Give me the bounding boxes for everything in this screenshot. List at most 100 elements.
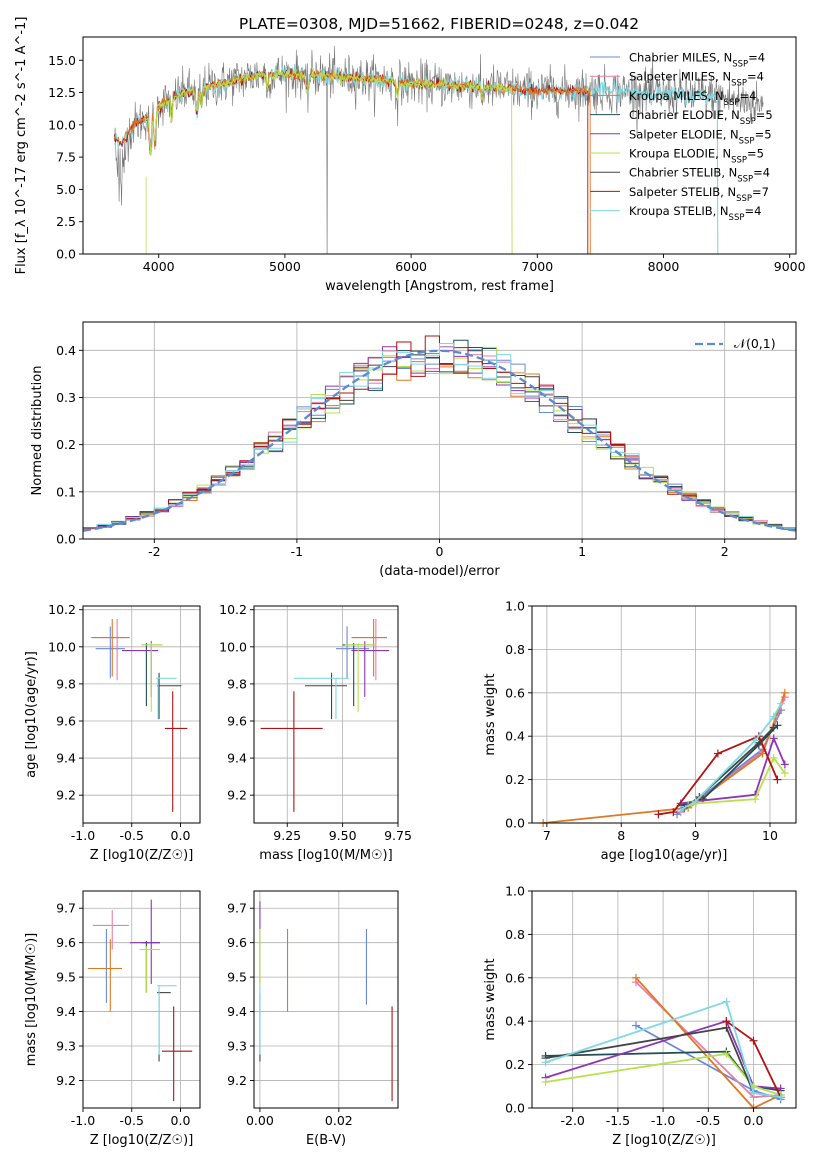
errorbar-chabrier-miles — [335, 626, 370, 679]
y-tick-label: 10.2 — [219, 602, 247, 617]
x-tick-label: 4000 — [143, 259, 175, 274]
y-tick-label: 9.2 — [56, 1073, 76, 1088]
axes-frame — [82, 890, 201, 1109]
y-tick-label: 9.3 — [227, 1039, 247, 1054]
x-axis-label: E(B-V) — [306, 1133, 346, 1148]
y-axis-label: mass weight — [483, 958, 498, 1040]
series-line — [683, 726, 775, 809]
y-axis-label: mass [log10(M/M☉)] — [24, 933, 39, 1066]
errorbar-salpeter-stelib — [161, 1006, 193, 1102]
y-tick-label: 10.0 — [48, 639, 76, 654]
y-tick-label: 0.6 — [505, 685, 525, 700]
y-tick-label: 0.3 — [56, 390, 76, 405]
legend-nssp: =4 — [739, 89, 756, 103]
histogram-group — [83, 335, 796, 533]
x-tick-label: 0.0 — [171, 828, 191, 843]
y-tick-label: 0.2 — [505, 1057, 525, 1072]
y-tick-label: 0.0 — [505, 1101, 525, 1116]
y-axis-label: Normed distribution — [30, 366, 45, 496]
errorbar-salpeter-elodie — [129, 899, 160, 984]
y-tick-label: 0.0 — [505, 816, 525, 831]
legend-nssp: =5 — [755, 127, 772, 141]
y-tick-label: 9.4 — [227, 1004, 247, 1019]
x-tick-label: 9000 — [774, 259, 806, 274]
series-line — [543, 692, 786, 824]
data-spectrum — [114, 45, 764, 254]
y-axis-label: Flux [f_λ 10^-17 erg cm^-2 s^-1 A^-1] — [14, 17, 29, 275]
x-tick-label: 5000 — [269, 259, 301, 274]
y-tick-label: 9.5 — [227, 970, 247, 985]
x-tick-label: 9.25 — [273, 828, 301, 843]
legend-sub: SSP — [729, 213, 745, 223]
x-tick-label: -0.5 — [120, 1113, 144, 1128]
y-tick-label: 9.2 — [227, 1073, 247, 1088]
y-tick-label: 9.7 — [56, 901, 76, 916]
x-tick-label: 6000 — [395, 259, 427, 274]
axes-frame — [82, 36, 797, 255]
y-tick-label: 0.2 — [505, 772, 525, 787]
errorbar-kroupa-stelib — [293, 677, 350, 720]
x-tick-label: 0.0 — [744, 1113, 764, 1128]
y-tick-label: 9.6 — [227, 935, 247, 950]
errorbar-salpeter-stelib — [164, 691, 188, 812]
y-tick-label: 0.8 — [505, 927, 525, 942]
legend-nssp: =4 — [747, 70, 764, 84]
legend-sub: SSP — [736, 194, 752, 204]
series-kroupa-stelib — [676, 699, 786, 814]
legend-nssp: =7 — [752, 185, 769, 199]
y-tick-label: 0.2 — [56, 437, 76, 452]
x-tick-label: 0.02 — [325, 1113, 353, 1128]
model-line-kroupa-elodie — [143, 68, 513, 254]
errorbar-kroupa-elodie — [141, 643, 163, 712]
axes-frame — [531, 890, 797, 1109]
legend-sub: SSP — [739, 136, 755, 146]
x-tick-label: 0 — [436, 544, 444, 559]
y-tick-label: 1.0 — [505, 884, 525, 899]
axes-frame — [531, 605, 797, 824]
errorbar-chabrier-miles — [95, 626, 125, 679]
x-tick-label: -0.5 — [120, 828, 144, 843]
y-tick-label: 9.5 — [56, 970, 76, 985]
y-tick-label: 0.8 — [505, 642, 525, 657]
y-tick-label: 0.4 — [56, 343, 76, 358]
errorbar-kroupa-miles — [92, 618, 130, 677]
x-tick-label: 10 — [762, 828, 778, 843]
axes-frame — [253, 890, 399, 1109]
x-tick-label: 7 — [543, 828, 551, 843]
x-tick-label: 9.75 — [384, 828, 412, 843]
axes-frame — [82, 605, 201, 824]
figure-title: PLATE=0308, MJD=51662, FIBERID=0248, z=0… — [239, 15, 639, 33]
y-tick-label: 10.0 — [48, 117, 76, 132]
y-tick-label: 5.0 — [56, 182, 76, 197]
y-tick-label: 9.8 — [56, 676, 76, 691]
x-axis-label: age [log10(age/yr)] — [601, 848, 728, 863]
x-tick-label: 8 — [617, 828, 625, 843]
x-tick-label: 1 — [578, 544, 586, 559]
x-tick-label: -0.5 — [696, 1113, 720, 1128]
y-tick-label: 10.2 — [48, 602, 76, 617]
errorbar-kroupa-stelib — [157, 985, 177, 1055]
y-tick-label: 9.3 — [56, 1039, 76, 1054]
legend-nssp: =4 — [753, 166, 770, 180]
y-tick-label: 9.2 — [227, 788, 247, 803]
x-tick-label: -1.5 — [606, 1113, 630, 1128]
y-tick-label: 7.5 — [56, 150, 76, 165]
legend-sub: SSP — [731, 79, 747, 89]
x-tick-label: 0.0 — [171, 1113, 191, 1128]
y-axis-label: age [log10(age/yr)] — [24, 651, 39, 778]
y-tick-label: 0.0 — [56, 532, 76, 547]
y-tick-label: 9.8 — [227, 676, 247, 691]
series-kroupa-stelib — [541, 997, 785, 1102]
y-tick-label: 9.4 — [56, 751, 76, 766]
y-tick-label: 0.6 — [505, 970, 525, 985]
errorbar-kroupa-miles — [351, 618, 387, 677]
errorbar-chabrier-stelib — [157, 672, 182, 720]
x-axis-label: Z [log10(Z/Z☉)] — [612, 1133, 716, 1148]
legend-sub: SSP — [737, 175, 753, 185]
y-tick-label: 2.5 — [56, 214, 76, 229]
series-line — [545, 1000, 781, 1099]
legend-nssp: =5 — [756, 108, 773, 122]
y-tick-label: 0.0 — [56, 247, 76, 262]
legend-sub: SSP — [731, 156, 747, 166]
